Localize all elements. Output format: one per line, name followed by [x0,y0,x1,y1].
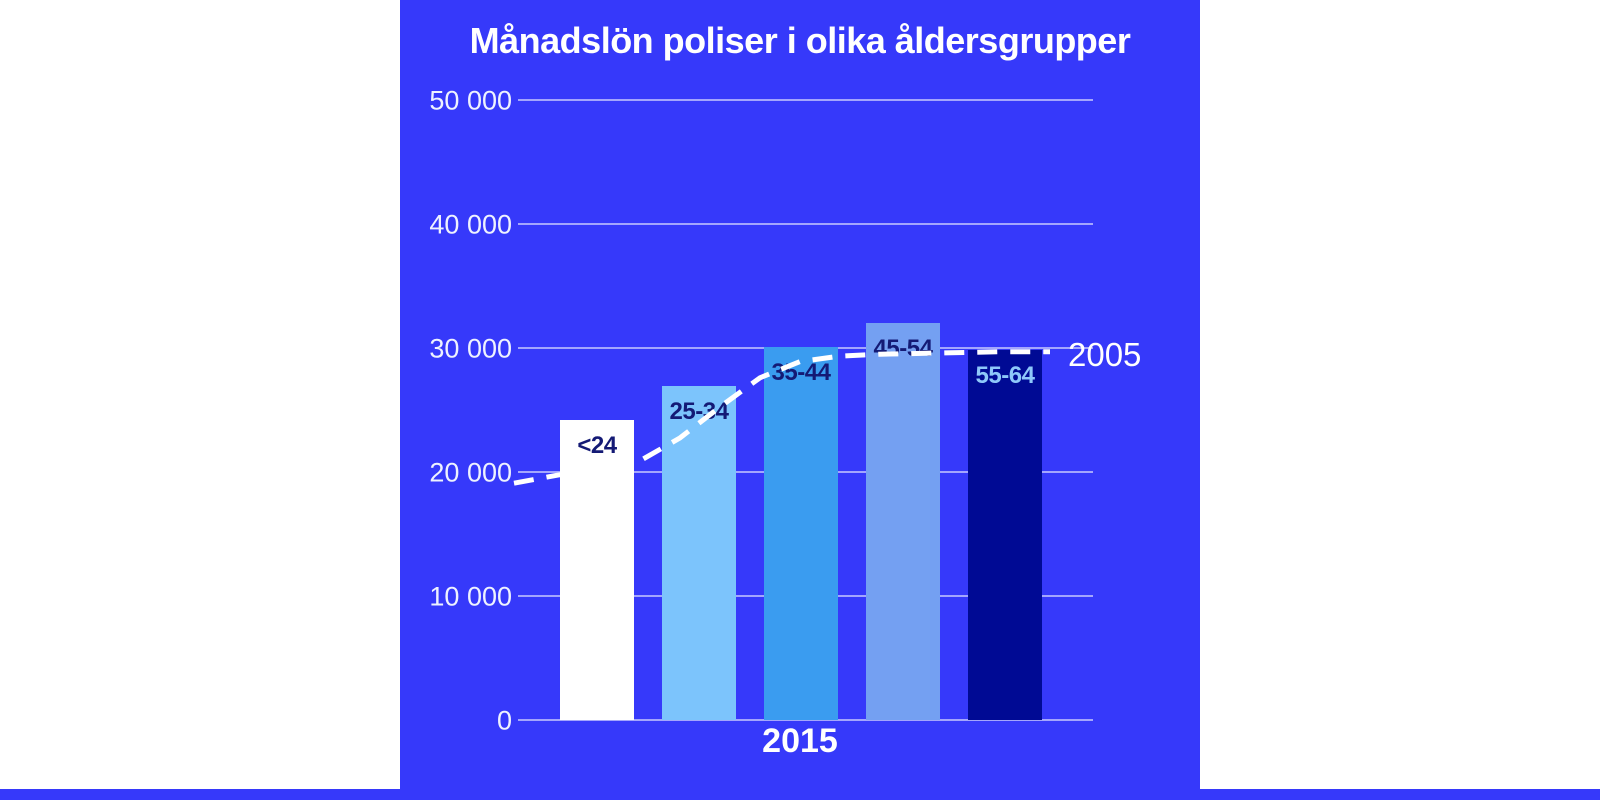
y-tick-label: 20 000 [429,457,512,488]
chart-card: Månadslön poliser i olika åldersgrupper … [400,0,1200,800]
x-axis-group-label: 2015 [762,722,838,760]
bar-label: <24 [577,431,617,459]
bottom-strip [0,789,1600,800]
bar: 45-54 [866,323,940,720]
bar: 55-64 [968,350,1042,720]
bar: <24 [560,419,634,720]
trend-line-2005 [513,349,1050,486]
y-tick-label: 40 000 [429,209,512,240]
gridline [518,719,1093,721]
bar-label: 35-44 [771,358,831,386]
bar: 35-44 [764,346,838,720]
bar-label: 55-64 [975,362,1035,390]
y-tick-label: 30 000 [429,333,512,364]
y-tick-label: 0 [496,705,512,736]
y-tick-label: 10 000 [429,581,512,612]
gridline [518,223,1093,225]
bar-label: 45-54 [873,335,933,363]
trend-line-label: 2005 [1068,336,1142,373]
y-tick-label: 50 000 [429,85,512,116]
chart-title: Månadslön poliser i olika åldersgrupper [469,20,1131,61]
gridline [518,99,1093,101]
